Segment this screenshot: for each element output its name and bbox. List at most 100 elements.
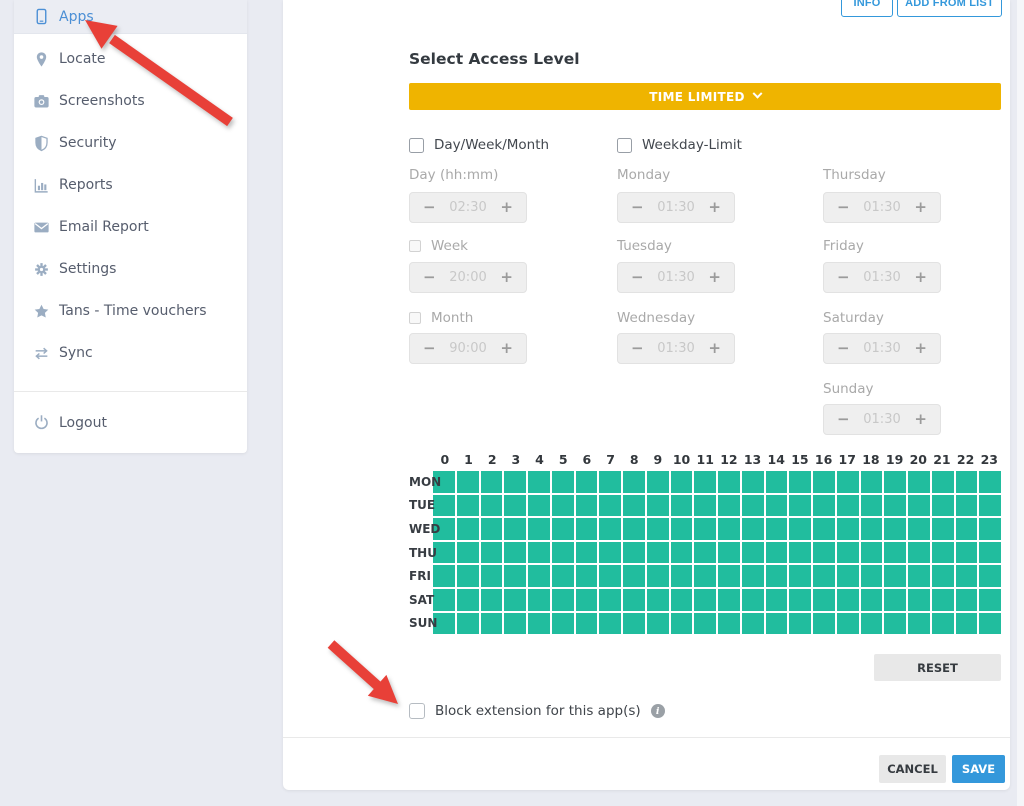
schedule-cell[interactable]: [433, 588, 455, 611]
schedule-cell[interactable]: [931, 471, 954, 493]
schedule-cell[interactable]: [623, 518, 645, 540]
schedule-cell[interactable]: [884, 518, 906, 540]
schedule-cell[interactable]: [979, 541, 1001, 564]
schedule-cell[interactable]: [551, 471, 574, 493]
schedule-cell[interactable]: [860, 518, 883, 540]
schedule-cell[interactable]: [646, 541, 669, 564]
schedule-cell[interactable]: [908, 541, 930, 564]
schedule-cell[interactable]: [528, 565, 550, 587]
increment-button[interactable]: +: [914, 410, 927, 428]
sidebar-item-apps[interactable]: Apps: [14, 0, 247, 34]
schedule-cell[interactable]: [599, 565, 621, 587]
schedule-cell[interactable]: [860, 588, 883, 611]
schedule-cell[interactable]: [836, 588, 859, 611]
schedule-cell[interactable]: [908, 518, 930, 540]
schedule-cell[interactable]: [789, 612, 811, 635]
schedule-cell[interactable]: [813, 518, 835, 540]
sidebar-item-screenshots[interactable]: Screenshots: [14, 80, 247, 122]
schedule-cell[interactable]: [813, 565, 835, 587]
schedule-cell[interactable]: [599, 588, 621, 611]
schedule-cell[interactable]: [480, 565, 503, 587]
schedule-cell[interactable]: [836, 612, 859, 635]
schedule-cell[interactable]: [718, 612, 740, 635]
schedule-cell[interactable]: [623, 471, 645, 493]
schedule-cell[interactable]: [884, 494, 906, 517]
schedule-cell[interactable]: [694, 541, 716, 564]
schedule-cell[interactable]: [528, 471, 550, 493]
schedule-cell[interactable]: [575, 494, 598, 517]
schedule-cell[interactable]: [456, 471, 479, 493]
schedule-cell[interactable]: [765, 565, 788, 587]
schedule-cell[interactable]: [765, 494, 788, 517]
info-icon[interactable]: i: [650, 704, 665, 718]
schedule-cell[interactable]: [599, 612, 621, 635]
schedule-cell[interactable]: [623, 541, 645, 564]
schedule-cell[interactable]: [884, 612, 906, 635]
schedule-cell[interactable]: [646, 588, 669, 611]
schedule-cell[interactable]: [765, 518, 788, 540]
schedule-cell[interactable]: [670, 541, 693, 564]
schedule-cell[interactable]: [931, 541, 954, 564]
schedule-cell[interactable]: [931, 565, 954, 587]
schedule-cell[interactable]: [789, 494, 811, 517]
schedule-cell[interactable]: [765, 588, 788, 611]
schedule-cell[interactable]: [765, 541, 788, 564]
sidebar-item-settings[interactable]: Settings: [14, 248, 247, 290]
decrement-button[interactable]: −: [423, 339, 436, 357]
schedule-cell[interactable]: [979, 565, 1001, 587]
schedule-cell[interactable]: [670, 612, 693, 635]
schedule-cell[interactable]: [528, 612, 550, 635]
schedule-cell[interactable]: [979, 612, 1001, 635]
schedule-cell[interactable]: [504, 588, 526, 611]
schedule-cell[interactable]: [456, 541, 479, 564]
schedule-cell[interactable]: [741, 565, 764, 587]
schedule-cell[interactable]: [670, 494, 693, 517]
schedule-cell[interactable]: [575, 518, 598, 540]
sidebar-item-sync[interactable]: Sync: [14, 332, 247, 374]
month-checkbox-row[interactable]: Month: [409, 310, 473, 326]
decrement-button[interactable]: −: [837, 410, 850, 428]
schedule-cell[interactable]: [694, 494, 716, 517]
schedule-cell[interactable]: [741, 588, 764, 611]
schedule-cell[interactable]: [670, 565, 693, 587]
schedule-cell[interactable]: [433, 494, 455, 517]
schedule-cell[interactable]: [813, 612, 835, 635]
increment-button[interactable]: +: [708, 339, 721, 357]
schedule-cell[interactable]: [860, 541, 883, 564]
schedule-cell[interactable]: [480, 541, 503, 564]
schedule-cell[interactable]: [504, 494, 526, 517]
schedule-cell[interactable]: [718, 471, 740, 493]
schedule-cell[interactable]: [718, 518, 740, 540]
schedule-cell[interactable]: [599, 518, 621, 540]
schedule-cell[interactable]: [836, 541, 859, 564]
schedule-cell[interactable]: [433, 565, 455, 587]
schedule-cell[interactable]: [456, 518, 479, 540]
schedule-cell[interactable]: [884, 471, 906, 493]
schedule-cell[interactable]: [741, 612, 764, 635]
block-extension-row[interactable]: Block extension for this app(s) i: [409, 703, 665, 719]
schedule-cell[interactable]: [575, 612, 598, 635]
decrement-button[interactable]: −: [631, 198, 644, 216]
schedule-cell[interactable]: [646, 565, 669, 587]
sidebar-item-security[interactable]: Security: [14, 122, 247, 164]
schedule-cell[interactable]: [955, 541, 978, 564]
schedule-cell[interactable]: [789, 541, 811, 564]
schedule-cell[interactable]: [456, 612, 479, 635]
schedule-cell[interactable]: [789, 518, 811, 540]
schedule-cell[interactable]: [789, 588, 811, 611]
schedule-cell[interactable]: [836, 565, 859, 587]
schedule-cell[interactable]: [599, 541, 621, 564]
info-button[interactable]: INFO: [841, 0, 893, 17]
increment-button[interactable]: +: [914, 339, 927, 357]
schedule-cell[interactable]: [480, 588, 503, 611]
schedule-cell[interactable]: [955, 565, 978, 587]
sidebar-item-reports[interactable]: Reports: [14, 164, 247, 206]
week-checkbox-row[interactable]: Week: [409, 238, 468, 254]
access-level-dropdown[interactable]: TIME LIMITED: [409, 83, 1001, 110]
day-week-month-checkbox-row[interactable]: Day/Week/Month: [409, 137, 549, 153]
schedule-cell[interactable]: [456, 565, 479, 587]
schedule-cell[interactable]: [646, 494, 669, 517]
schedule-cell[interactable]: [694, 471, 716, 493]
schedule-cell[interactable]: [456, 494, 479, 517]
schedule-cell[interactable]: [931, 588, 954, 611]
